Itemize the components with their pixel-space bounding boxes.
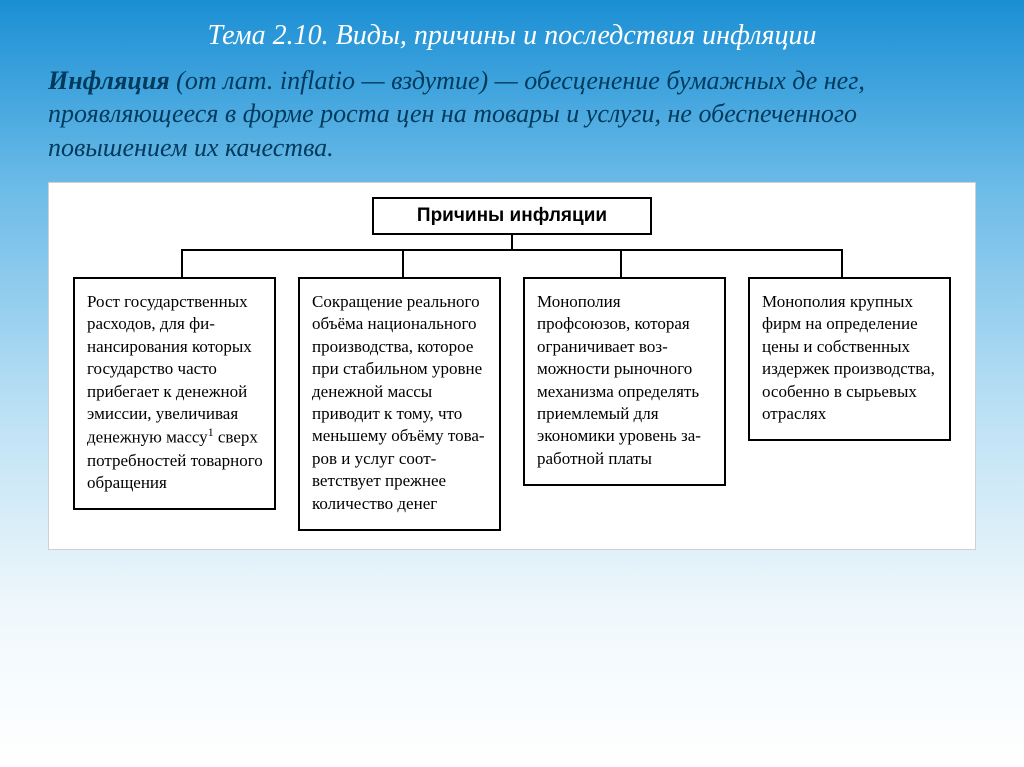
- definition-text: Инфляция (от лат. inflatio — вздутие) — …: [0, 64, 1024, 182]
- connector-drop-1: [181, 249, 183, 277]
- connector-stem: [511, 235, 513, 249]
- connector-drop-4: [841, 249, 843, 277]
- definition-term: Инфляция: [48, 66, 170, 95]
- page-title: Тема 2.10. Виды, причины и последствия и…: [0, 0, 1024, 64]
- cause-box-2: Сокращение ре­ального объёма национально…: [298, 277, 501, 531]
- cause-box-1: Рост государ­ственных рас­ходов, для фи­…: [73, 277, 276, 511]
- diagram-root-node: Причины инфляции: [372, 197, 652, 235]
- diagram-children-row: Рост государ­ственных рас­ходов, для фи­…: [63, 277, 961, 531]
- connector-horizontal: [182, 249, 842, 251]
- definition-rest: (от лат. inflatio — вздутие) — обесценен…: [48, 66, 865, 162]
- cause-box-3: Монополия профсоюзов, которая огра­ничив…: [523, 277, 726, 487]
- cause-box-4: Монополия крупных фирм на опре­деление ц…: [748, 277, 951, 442]
- diagram-connector: [73, 235, 951, 277]
- connector-drop-2: [402, 249, 404, 277]
- diagram-container: Причины инфляции Рост государ­ственных р…: [48, 182, 976, 550]
- connector-drop-3: [620, 249, 622, 277]
